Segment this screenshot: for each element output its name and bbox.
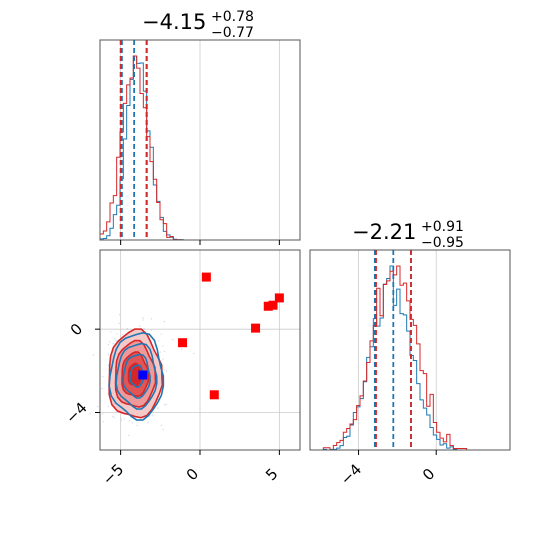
- red-square-marker: [178, 338, 188, 348]
- bottom-left-ytick-label: −4: [62, 399, 90, 427]
- sample-point: [96, 406, 99, 408]
- title-bottom-right-lower: −0.95: [421, 235, 464, 251]
- title-top-left-value: −4.15: [142, 10, 206, 34]
- title-top-left-lower: −0.77: [211, 25, 254, 41]
- sample-point: [147, 421, 149, 423]
- sample-point: [120, 417, 122, 420]
- sample-point: [102, 413, 104, 415]
- sample-point: [112, 342, 115, 345]
- sample-point: [122, 333, 124, 336]
- sample-point: [181, 348, 183, 351]
- sample-point: [116, 333, 118, 335]
- sample-point: [102, 420, 105, 423]
- bottom-left-xtick-label: 5: [262, 465, 281, 484]
- sample-point: [162, 428, 164, 431]
- panel-top-left: −4.15 +0.78 −0.77: [99, 9, 301, 245]
- sample-point: [131, 422, 134, 424]
- bottom-left-xtick-label: −5: [99, 460, 127, 488]
- sample-point: [107, 343, 110, 346]
- sample-point: [114, 338, 116, 340]
- panel-bottom-left: −5 0 5 0 −4: [62, 249, 301, 489]
- sample-point: [143, 328, 145, 330]
- sample-point: [139, 325, 141, 327]
- sample-point: [142, 319, 145, 321]
- panel-bottom-right: −4 0 −2.21 +0.91 −0.95: [309, 219, 511, 489]
- red-square-marker: [274, 293, 284, 303]
- sample-point: [102, 375, 104, 378]
- sample-point: [158, 340, 160, 342]
- sample-point: [150, 318, 153, 320]
- sample-point: [163, 404, 166, 406]
- panel-bottom-right-title: −2.21 +0.91 −0.95: [352, 219, 464, 251]
- sample-point: [165, 403, 167, 406]
- sample-point: [150, 329, 153, 331]
- sample-point: [107, 405, 109, 408]
- bottom-left-xtick-label: 0: [183, 465, 202, 484]
- sample-point: [163, 320, 166, 323]
- blue-contour-level-1: [115, 342, 158, 410]
- sample-point: [101, 387, 103, 390]
- red-square-marker: [263, 301, 273, 311]
- sample-point: [120, 419, 122, 422]
- sample-point: [112, 415, 114, 418]
- red-square-marker: [209, 390, 219, 400]
- sample-point: [129, 420, 131, 422]
- sample-point: [128, 434, 130, 437]
- bottom-right-xtick-label: −4: [337, 460, 365, 488]
- sample-point: [162, 358, 164, 360]
- sample-point: [118, 322, 120, 325]
- bottom-left-ytick-label: 0: [67, 320, 86, 339]
- bottom-right-xtick-label: 0: [419, 465, 438, 484]
- title-bottom-right-value: −2.21: [352, 220, 416, 244]
- sample-point: [115, 340, 118, 342]
- sample-point: [163, 368, 165, 371]
- sample-point: [123, 418, 126, 420]
- sample-point: [136, 424, 138, 427]
- red-square-marker: [268, 300, 278, 310]
- panel-top-left-title: −4.15 +0.78 −0.77: [142, 9, 254, 41]
- title-bottom-right-upper: +0.91: [421, 219, 464, 235]
- sample-point: [142, 317, 144, 319]
- sample-point: [157, 407, 159, 409]
- sample-point: [151, 414, 153, 417]
- blue-square-marker: [138, 370, 148, 380]
- sample-point: [160, 333, 163, 335]
- blue-contour-level-3: [129, 364, 145, 388]
- red-square-marker: [201, 272, 211, 282]
- sample-point: [126, 327, 129, 330]
- sample-point: [108, 341, 111, 343]
- sample-point: [193, 352, 195, 355]
- red-square-marker: [251, 323, 261, 333]
- title-top-left-upper: +0.78: [211, 9, 254, 25]
- sample-point: [92, 354, 95, 356]
- sample-point: [160, 424, 163, 426]
- bottom-right-hist-series-1: [310, 265, 510, 451]
- sample-point: [162, 345, 164, 347]
- sample-point: [113, 416, 116, 419]
- blue-contour-level-0: [108, 331, 165, 421]
- sample-point: [107, 353, 110, 355]
- blue-contour-level-2: [122, 353, 151, 399]
- sample-point: [110, 331, 112, 333]
- sample-point: [159, 351, 161, 353]
- sample-point: [89, 413, 91, 415]
- sample-point: [163, 350, 165, 353]
- sample-point: [118, 313, 121, 316]
- sample-point: [172, 338, 174, 341]
- sample-point: [165, 370, 168, 372]
